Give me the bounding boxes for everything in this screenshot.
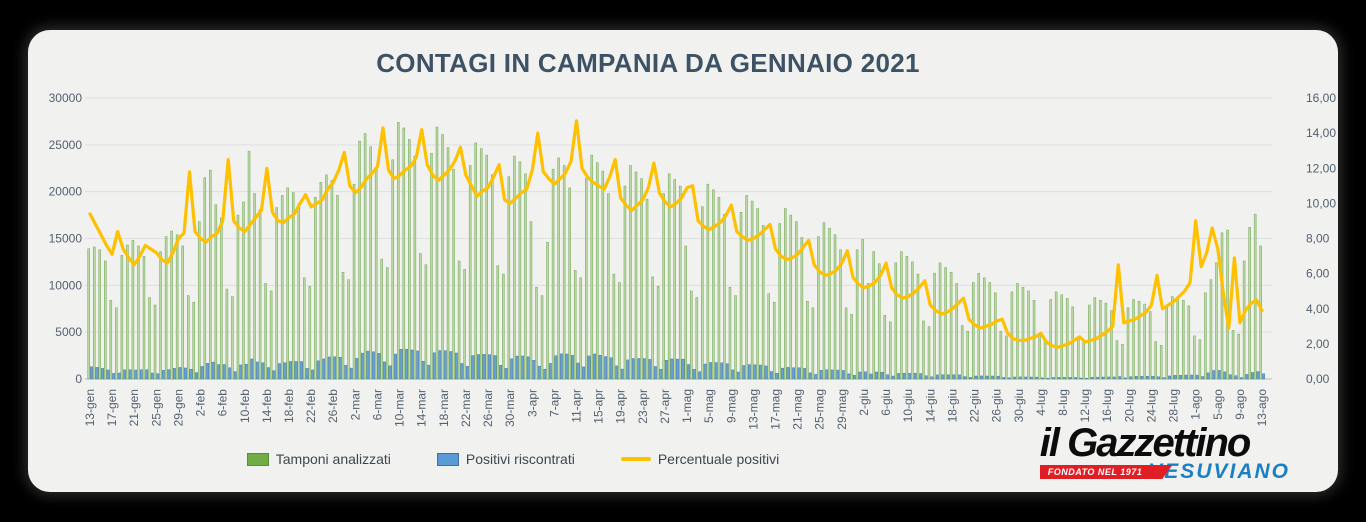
svg-text:28-lug: 28-lug [1167, 389, 1181, 422]
svg-text:2-mar: 2-mar [348, 389, 362, 420]
svg-text:26-mar: 26-mar [481, 389, 495, 427]
svg-text:7-apr: 7-apr [547, 389, 561, 417]
svg-text:16,00: 16,00 [1306, 91, 1336, 105]
svg-text:9-ago: 9-ago [1233, 389, 1247, 420]
svg-text:14-feb: 14-feb [260, 389, 274, 423]
svg-text:23-apr: 23-apr [636, 389, 650, 424]
svg-text:10-mar: 10-mar [393, 389, 407, 427]
svg-text:3-apr: 3-apr [525, 389, 539, 417]
svg-text:10-feb: 10-feb [238, 389, 252, 423]
svg-text:15000: 15000 [49, 232, 83, 246]
tamponi-swatch-icon [246, 452, 269, 466]
svg-text:21-mag: 21-mag [791, 389, 805, 430]
svg-text:14-mar: 14-mar [415, 389, 429, 427]
logo-banner: FONDATO NEL 1971 [1040, 465, 1173, 479]
svg-text:10,00: 10,00 [1306, 196, 1336, 210]
percentuale-line-swatch-icon [620, 457, 651, 461]
legend-item-tamponi: Tamponi analizzati [246, 451, 391, 467]
svg-text:22-feb: 22-feb [304, 389, 318, 423]
svg-text:11-apr: 11-apr [569, 389, 583, 423]
svg-text:17-gen: 17-gen [105, 389, 119, 426]
svg-text:18-giu: 18-giu [945, 389, 959, 422]
svg-text:26-feb: 26-feb [326, 389, 340, 423]
covid-combo-chart: 0 5000 10000 15000 20000 25000 30000 0,00 2,00 4,… [49, 91, 1337, 430]
svg-text:4,00: 4,00 [1306, 302, 1330, 316]
svg-text:14,00: 14,00 [1306, 126, 1336, 140]
svg-text:22-mar: 22-mar [459, 389, 473, 427]
svg-text:9-mag: 9-mag [724, 389, 738, 423]
svg-text:6-feb: 6-feb [216, 389, 230, 417]
svg-text:8-lug: 8-lug [1056, 389, 1070, 416]
svg-text:18-mar: 18-mar [437, 389, 451, 427]
svg-text:20000: 20000 [49, 185, 83, 199]
svg-text:24-lug: 24-lug [1144, 389, 1158, 422]
svg-text:1-mag: 1-mag [680, 389, 694, 423]
svg-text:5-ago: 5-ago [1211, 389, 1225, 420]
svg-text:6,00: 6,00 [1306, 267, 1330, 281]
svg-text:0,00: 0,00 [1306, 372, 1330, 386]
svg-text:17-mag: 17-mag [769, 389, 783, 430]
svg-text:13-ago: 13-ago [1255, 389, 1269, 427]
svg-text:22-giu: 22-giu [968, 389, 982, 422]
logo-wordmark: il Gazzettino [1039, 421, 1252, 466]
svg-text:30-mar: 30-mar [503, 389, 517, 427]
svg-text:20-lug: 20-lug [1122, 389, 1136, 422]
legend-item-positivi: Positivi riscontrati [436, 451, 575, 467]
logo-subtitle: VESUVIANO [1148, 460, 1290, 483]
svg-text:25-mag: 25-mag [813, 389, 827, 430]
positivi-swatch-icon [436, 452, 459, 466]
svg-text:27-apr: 27-apr [658, 389, 672, 424]
svg-text:14-giu: 14-giu [923, 389, 937, 422]
svg-text:25-gen: 25-gen [149, 389, 163, 426]
chart-card: CONTAGI IN CAMPANIA DA GENNAIO 2021 0 500… [28, 30, 1338, 492]
svg-text:2-feb: 2-feb [194, 389, 208, 417]
svg-text:8,00: 8,00 [1306, 232, 1330, 246]
svg-text:2-giu: 2-giu [857, 389, 871, 416]
svg-text:0: 0 [75, 372, 82, 386]
chart-title: CONTAGI IN CAMPANIA DA GENNAIO 2021 [376, 48, 920, 78]
svg-text:4-lug: 4-lug [1034, 389, 1048, 416]
svg-text:29-gen: 29-gen [171, 389, 185, 426]
svg-text:19-apr: 19-apr [614, 389, 628, 424]
svg-text:5000: 5000 [55, 325, 82, 339]
svg-text:30-giu: 30-giu [1012, 389, 1026, 422]
svg-text:29-mag: 29-mag [835, 389, 849, 430]
svg-text:16-lug: 16-lug [1100, 389, 1114, 422]
legend-label-tamponi: Tamponi analizzati [275, 451, 391, 467]
legend-label-positivi: Positivi riscontrati [465, 451, 575, 467]
svg-text:21-gen: 21-gen [127, 389, 141, 426]
svg-text:5-mag: 5-mag [702, 389, 716, 423]
svg-text:26-giu: 26-giu [990, 389, 1004, 422]
svg-text:25000: 25000 [49, 138, 83, 152]
svg-text:30000: 30000 [49, 91, 83, 105]
svg-text:13-mag: 13-mag [746, 389, 760, 430]
svg-text:18-feb: 18-feb [282, 389, 296, 423]
svg-text:12-lug: 12-lug [1078, 389, 1092, 422]
legend-label-percentuale: Percentuale positivi [657, 451, 780, 467]
svg-text:6-mar: 6-mar [370, 389, 384, 420]
svg-text:10000: 10000 [49, 278, 83, 292]
svg-text:13-gen: 13-gen [83, 389, 97, 426]
svg-text:10-giu: 10-giu [901, 389, 915, 422]
svg-text:6-giu: 6-giu [879, 389, 893, 416]
svg-text:12,00: 12,00 [1306, 161, 1336, 175]
svg-text:2,00: 2,00 [1306, 337, 1330, 351]
legend-item-percentuale: Percentuale positivi [620, 451, 780, 467]
chart-legend: Tamponi analizzati Positivi riscontrati … [28, 451, 998, 467]
gazzettino-logo: il Gazzettino FONDATO NEL 1971 VESUVIANO [1039, 421, 1290, 484]
svg-text:15-apr: 15-apr [592, 389, 606, 424]
svg-text:1-ago: 1-ago [1189, 389, 1203, 420]
